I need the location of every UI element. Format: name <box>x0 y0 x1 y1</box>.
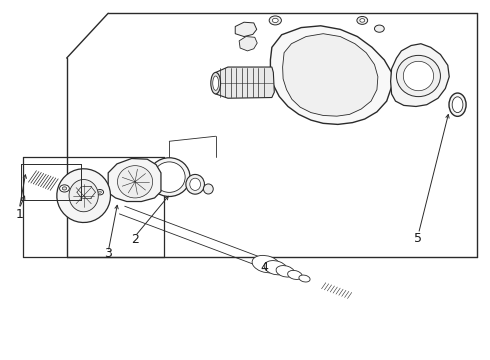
Ellipse shape <box>252 255 280 273</box>
Ellipse shape <box>403 61 434 91</box>
Ellipse shape <box>264 261 287 275</box>
Ellipse shape <box>360 19 365 22</box>
Ellipse shape <box>449 93 466 116</box>
Polygon shape <box>283 34 378 116</box>
Ellipse shape <box>276 266 294 277</box>
Text: 2: 2 <box>131 233 139 246</box>
Ellipse shape <box>396 55 441 96</box>
Polygon shape <box>239 37 257 51</box>
Polygon shape <box>108 158 161 202</box>
Ellipse shape <box>62 187 67 190</box>
Ellipse shape <box>213 76 219 90</box>
Ellipse shape <box>186 175 204 194</box>
Ellipse shape <box>357 17 368 24</box>
Ellipse shape <box>98 191 101 193</box>
Text: 1: 1 <box>15 208 23 221</box>
Ellipse shape <box>118 166 153 198</box>
Polygon shape <box>270 26 392 125</box>
Polygon shape <box>57 169 111 222</box>
Ellipse shape <box>153 162 185 192</box>
Ellipse shape <box>269 16 281 25</box>
Ellipse shape <box>60 185 70 192</box>
Ellipse shape <box>82 189 91 195</box>
Ellipse shape <box>288 270 302 279</box>
Text: 4: 4 <box>261 261 269 274</box>
Polygon shape <box>69 180 98 212</box>
Ellipse shape <box>272 18 278 23</box>
Ellipse shape <box>203 184 213 194</box>
Ellipse shape <box>374 25 384 32</box>
Text: 5: 5 <box>415 231 422 244</box>
Polygon shape <box>235 22 257 37</box>
Ellipse shape <box>77 185 96 199</box>
Ellipse shape <box>299 275 310 282</box>
Ellipse shape <box>148 158 190 197</box>
Ellipse shape <box>190 178 200 190</box>
Ellipse shape <box>211 72 220 94</box>
Text: 3: 3 <box>104 247 112 260</box>
Ellipse shape <box>96 189 103 195</box>
Polygon shape <box>391 44 449 107</box>
Ellipse shape <box>452 97 463 113</box>
Polygon shape <box>216 67 274 98</box>
